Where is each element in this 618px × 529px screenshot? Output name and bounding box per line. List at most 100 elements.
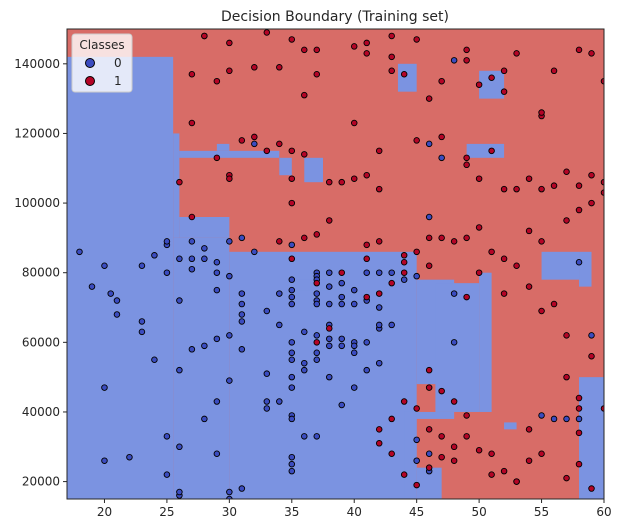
class-1-point <box>563 373 570 381</box>
y-tick-label: 120000 <box>14 126 60 140</box>
class-0-point <box>363 269 370 276</box>
class-1-point <box>388 32 395 40</box>
class-0-point <box>338 300 345 308</box>
class-0-region-cell <box>579 377 604 499</box>
class-0-region-cell <box>466 143 505 158</box>
class-1-point <box>313 71 321 78</box>
class-0-point <box>301 366 308 374</box>
class-0-point <box>288 276 296 283</box>
class-1-point <box>400 398 408 405</box>
class-1-point <box>226 175 233 182</box>
class-1-point <box>413 248 420 256</box>
class-1-point <box>488 471 495 478</box>
class-1-point <box>525 175 533 182</box>
y-tick-label: 40000 <box>22 405 60 419</box>
class-0-region-cell <box>479 272 492 412</box>
class-0-point <box>163 269 171 276</box>
class-0-point <box>375 359 383 367</box>
class-1-point <box>400 471 408 478</box>
class-1-point <box>263 29 271 36</box>
class-1-point <box>475 81 483 88</box>
class-1-point <box>600 178 604 186</box>
class-1-point <box>588 199 595 207</box>
class-1-point <box>500 255 508 263</box>
class-0-point <box>226 332 233 339</box>
class-1-point <box>600 405 604 412</box>
class-0-point <box>151 252 158 259</box>
class-1-point <box>288 255 296 263</box>
class-1-point <box>450 238 458 245</box>
class-0-point <box>288 415 296 423</box>
class-1-point <box>463 161 470 169</box>
class-1-point <box>513 262 520 269</box>
class-1-point <box>588 353 595 360</box>
class-1-point <box>438 234 445 242</box>
class-0-point <box>213 286 221 294</box>
class-1-point <box>563 332 570 339</box>
class-0-point <box>425 140 433 148</box>
class-1-point <box>425 426 433 433</box>
class-1-point <box>463 46 470 54</box>
class-0-point <box>288 373 296 381</box>
class-0-point <box>101 457 108 464</box>
class-1-point <box>301 46 308 54</box>
class-1-point <box>213 154 221 162</box>
class-0-point <box>226 377 233 384</box>
class-1-point <box>288 199 296 207</box>
class-0-point <box>138 318 146 325</box>
class-1-point <box>363 171 370 179</box>
class-0-point <box>101 262 108 269</box>
class-1-point <box>363 293 370 301</box>
class-1-point <box>438 133 445 141</box>
class-0-region-cell <box>179 217 230 238</box>
class-1-point <box>500 467 508 475</box>
class-0-point <box>163 471 171 478</box>
class-1-point <box>525 283 533 290</box>
y-tick-label: 20000 <box>22 475 60 489</box>
class-0-point <box>238 485 246 492</box>
class-1-point <box>313 339 321 346</box>
class-0-point <box>251 140 258 148</box>
class-1-point <box>450 443 458 451</box>
class-1-point <box>350 175 358 182</box>
class-1-point <box>313 279 321 287</box>
class-1-point <box>388 415 395 423</box>
class-1-point <box>301 91 308 99</box>
class-0-point <box>226 238 233 245</box>
chart-title: Decision Boundary (Training set) <box>221 9 449 25</box>
y-tick-label: 80000 <box>22 266 60 280</box>
class-0-point <box>201 255 208 263</box>
class-1-point <box>188 213 196 221</box>
y-tick-label: 100000 <box>14 196 60 210</box>
class-0-point <box>101 384 108 391</box>
class-1-point <box>388 67 395 75</box>
class-0-point <box>375 304 383 311</box>
x-tick-label: 45 <box>409 505 424 519</box>
class-1-point <box>463 293 470 301</box>
class-0-point <box>338 342 345 350</box>
class-0-point <box>326 283 333 290</box>
class-0-region-cell <box>173 133 180 238</box>
class-1-point <box>550 67 558 75</box>
class-0-point <box>550 415 558 423</box>
class-0-point <box>326 373 333 381</box>
class-1-point <box>375 238 383 245</box>
class-0-point <box>326 269 333 276</box>
class-0-point <box>213 335 221 343</box>
class-0-point <box>313 356 321 363</box>
class-0-region-cell <box>173 237 230 499</box>
class-0-point <box>238 290 246 297</box>
class-0-point <box>201 415 208 423</box>
class-0-point <box>226 272 233 280</box>
class-1-point <box>251 64 258 71</box>
class-1-point <box>400 252 408 259</box>
class-1-point <box>575 405 583 412</box>
class-0-point <box>188 238 196 245</box>
class-1-point <box>326 178 333 186</box>
class-1-point <box>575 429 583 437</box>
class-0-point <box>350 300 358 308</box>
class-0-point <box>213 269 221 276</box>
class-1-point <box>375 290 383 297</box>
class-0-point <box>176 488 183 496</box>
